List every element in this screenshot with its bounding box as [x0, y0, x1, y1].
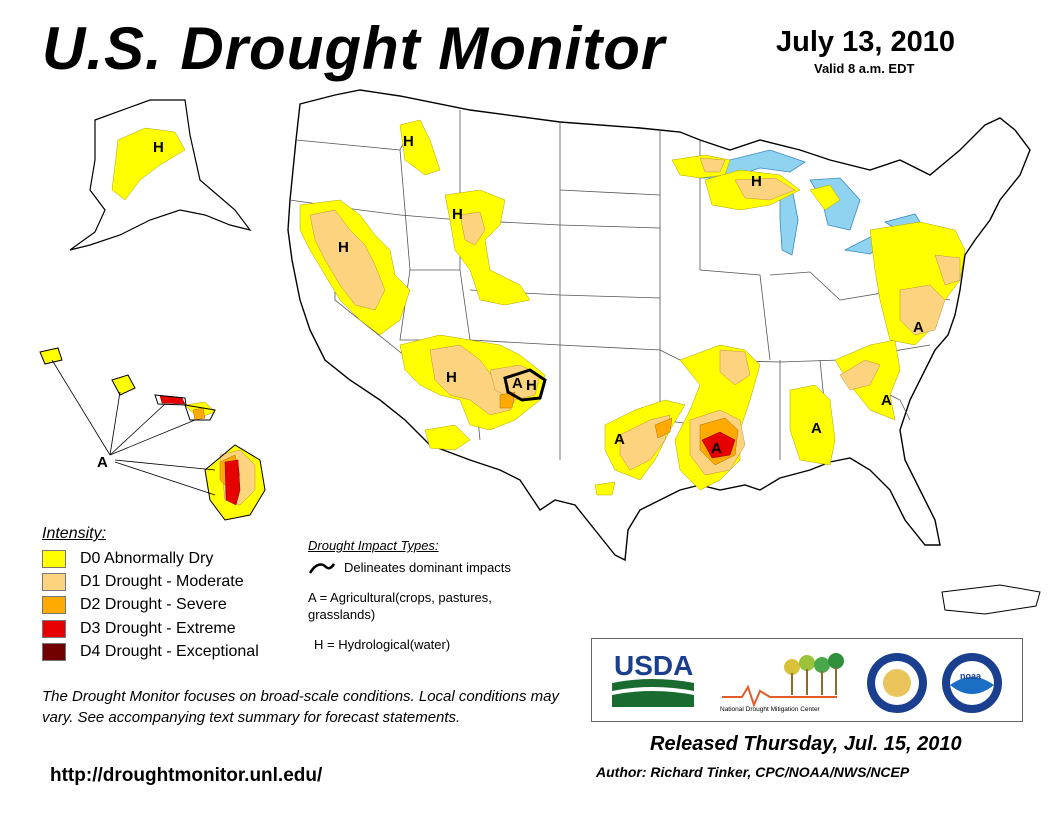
map-label-pnw-h: H [338, 239, 349, 256]
map-label-michigan-h: H [751, 173, 762, 190]
map-label-virginia-a: A [913, 319, 924, 336]
author-credit: Author: Richard Tinker, CPC/NOAA/NWS/NCE… [596, 764, 910, 780]
noaa-logo: noaa [942, 653, 1002, 713]
map-label-wyoming-h: H [452, 206, 463, 223]
map-label-louisiana-a: A [711, 440, 722, 457]
disclaimer-note: The Drought Monitor focuses on broad-sca… [42, 688, 559, 726]
map-label-newmexico-h: H [526, 377, 537, 394]
legend-item-d1: D1 Drought - Moderate [42, 572, 244, 592]
page-title: U.S. Drought Monitor [42, 15, 666, 82]
impact-delineates: Delineates dominant impacts [308, 560, 568, 575]
legend-title: Intensity: [42, 525, 107, 542]
hawaii-outline [39, 347, 266, 521]
map-label-southwest-h: H [446, 369, 457, 386]
website-url[interactable]: http://droughtmonitor.unl.edu/ [50, 765, 323, 786]
usda-logo: USDA [612, 650, 694, 707]
impact-delineates-label: Delineates dominant impacts [344, 560, 511, 575]
impact-hydrological: H = Hydrological(water) [314, 637, 451, 652]
svg-text:noaa: noaa [960, 671, 982, 681]
legend-label: D2 Drought - Severe [80, 596, 227, 613]
impact-delineation [503, 368, 547, 402]
legend-item-d0: D0 Abnormally Dry [42, 549, 213, 569]
alaska-outline [69, 99, 252, 251]
legend-label: D4 Drought - Exceptional [80, 643, 259, 660]
legend-swatch [42, 573, 66, 591]
impact-types-title: Drought Impact Types: [308, 538, 439, 553]
map-date: July 13, 2010 [776, 26, 955, 58]
map-label-alaska-h: H [153, 139, 164, 156]
partner-logos: USDA National Drought Mitigation Center [591, 638, 1023, 722]
ndmc-logo: National Drought Mitigation Center [720, 653, 844, 713]
legend-label: D1 Drought - Moderate [80, 573, 244, 590]
impact-agricultural: A = Agricultural(crops, pastures, grassl… [308, 590, 492, 622]
legend-swatch [42, 620, 66, 638]
map-label-idaho-h: H [403, 133, 414, 150]
legend-swatch [42, 643, 66, 661]
legend-swatch [42, 550, 66, 568]
puerto-rico-outline [941, 584, 1041, 615]
map-label-hawaii-a: A [97, 454, 108, 471]
released-date: Released Thursday, Jul. 15, 2010 [650, 733, 962, 755]
map-label-alabama-a: A [811, 420, 822, 437]
svg-text:National Drought Mitigation Ce: National Drought Mitigation Center [720, 706, 821, 713]
legend-item-d3: D3 Drought - Extreme [42, 619, 236, 639]
legend-label: D3 Drought - Extreme [80, 620, 236, 637]
svg-text:USDA: USDA [614, 650, 693, 681]
legend-item-d4: D4 Drought - Exceptional [42, 642, 259, 662]
legend-item-d2: D2 Drought - Severe [42, 595, 227, 615]
map-label-carolina-a: A [881, 392, 892, 409]
map-label-texas-a: A [614, 431, 625, 448]
valid-time: Valid 8 a.m. EDT [814, 61, 915, 76]
commerce-seal-icon [867, 653, 927, 713]
legend-swatch [42, 596, 66, 614]
legend-label: D0 Abnormally Dry [80, 550, 214, 567]
delineation-line-icon [308, 562, 336, 574]
drought-d3 [159, 395, 736, 506]
map-label-newmexico-a: A [512, 375, 523, 392]
hawaii-pointer-lines [51, 359, 216, 496]
